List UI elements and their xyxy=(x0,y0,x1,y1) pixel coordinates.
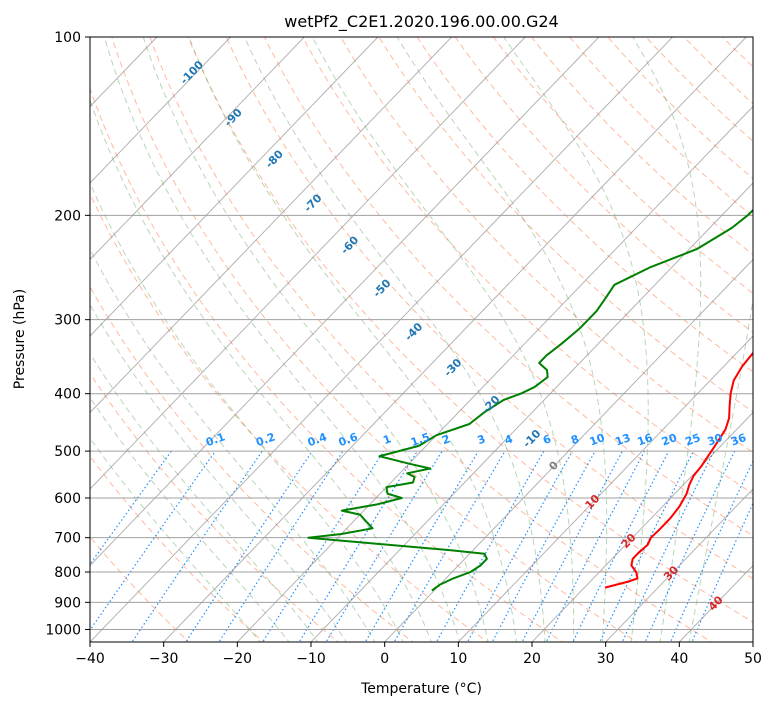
x-tick-label: −40 xyxy=(75,651,105,667)
isotherm-line xyxy=(90,37,600,567)
x-tick-label: −20 xyxy=(223,651,253,667)
mixing-ratio-label: 4 xyxy=(503,432,515,447)
moist-adiabat-line xyxy=(90,182,404,642)
mixing-ratio-label: 10 xyxy=(588,431,607,449)
dry-adiabat-line xyxy=(302,37,753,495)
mixing-ratio-line xyxy=(298,450,418,642)
isotherms xyxy=(90,37,753,642)
profile-series xyxy=(307,208,753,592)
plot-frame xyxy=(89,36,754,643)
mixing-ratio-line xyxy=(545,450,646,642)
dry-adiabat-line xyxy=(111,37,638,642)
mixing-ratio-label: 25 xyxy=(683,431,702,448)
moist-adiabat-line xyxy=(90,98,432,642)
mixing-ratio-label: 1.5 xyxy=(409,430,432,449)
mixing-ratio-line xyxy=(644,450,736,642)
x-tick-label: 20 xyxy=(523,651,541,667)
mixing-ratio-label: 0.1 xyxy=(204,430,227,449)
moist-adiabat-line xyxy=(90,248,376,642)
pressure-gridlines xyxy=(90,37,753,630)
chart-title: wetPf2_C2E1.2020.196.00.00.G24 xyxy=(284,12,558,32)
dry-adiabat-line xyxy=(149,37,713,642)
isotherm-line xyxy=(605,488,753,642)
isotherm-line xyxy=(384,258,753,642)
mixing-ratio-line xyxy=(393,450,506,642)
mixing-ratio-line xyxy=(521,450,623,642)
isotherm-line xyxy=(163,37,747,642)
mixing-ratio-labels: 0.1 0.2 0.4 0.6 1 1.5 2 3 4 6 8 10 13 16 20 25 30 36 xyxy=(204,430,748,449)
isotherm-line xyxy=(310,182,753,642)
mixing-ratio-line xyxy=(185,450,313,642)
mixing-ratio-label: 8 xyxy=(569,432,581,447)
mixing-ratio-label: 3 xyxy=(476,432,488,447)
y-tick-label: 200 xyxy=(54,208,81,224)
temperature-profile-line xyxy=(604,351,753,589)
mixing-ratio-label: 1 xyxy=(381,432,393,447)
plot-area: -100-90-80-70-60-50-40-30-20-10010203040… xyxy=(90,37,753,642)
y-tick-label: 300 xyxy=(54,313,81,329)
mixing-ratio-label: 20 xyxy=(660,431,679,449)
y-tick-label: 900 xyxy=(54,595,81,611)
isotherm-line xyxy=(531,411,753,642)
x-tick-label: 10 xyxy=(449,651,467,667)
y-tick-label: 600 xyxy=(54,491,81,507)
mixing-ratio-line xyxy=(218,450,344,642)
dry-adiabat-line xyxy=(454,37,753,333)
mixing-ratio-label: 0.6 xyxy=(337,430,360,449)
mixing-ratio-label: 6 xyxy=(541,432,553,447)
dry-adiabat-line xyxy=(263,37,753,537)
isotherm-line xyxy=(90,37,305,261)
mixing-ratio-label: 30 xyxy=(706,431,725,449)
mixing-ratio-line xyxy=(325,450,443,642)
mixing-ratio-label: 0.4 xyxy=(306,430,329,449)
isotherm-line xyxy=(90,37,452,414)
dewpoint-profile-line xyxy=(307,208,753,592)
isotherm-line xyxy=(90,37,379,337)
isotherm-line xyxy=(236,105,753,642)
y-tick-label: 400 xyxy=(54,387,81,403)
mixing-ratio-line xyxy=(90,450,216,632)
isotherm-line xyxy=(90,37,231,184)
y-tick-label: 800 xyxy=(54,565,81,581)
x-tick-label: −30 xyxy=(149,651,179,667)
mixing-ratio-label: 36 xyxy=(729,431,748,449)
mixing-ratio-label: 0.2 xyxy=(254,430,277,449)
isotherm-line xyxy=(90,37,526,490)
x-tick-label: 50 xyxy=(744,651,762,667)
mixing-ratio-label: 2 xyxy=(440,432,452,447)
isotherm-line xyxy=(457,335,753,642)
y-axis-ticks: 1000 900 800 700 600 500 400 300 200 100 xyxy=(45,30,90,638)
mixing-ratio-label: 13 xyxy=(613,431,632,448)
x-tick-label: −10 xyxy=(296,651,326,667)
x-axis-ticks: −40 −30 −20 −10 0 10 20 30 40 50 xyxy=(75,642,762,667)
isotherm-line xyxy=(90,37,673,642)
mixing-ratio-line xyxy=(621,450,715,642)
dry-adiabat-line xyxy=(225,37,753,580)
y-tick-label: 700 xyxy=(54,531,81,547)
x-tick-label: 0 xyxy=(380,651,389,667)
y-tick-label: 500 xyxy=(54,444,81,460)
dry-adiabat-line xyxy=(90,285,414,642)
x-tick-label: 40 xyxy=(670,651,688,667)
y-tick-label: 1000 xyxy=(45,622,81,638)
x-tick-label: 30 xyxy=(597,651,615,667)
y-tick-label: 100 xyxy=(54,30,81,46)
x-axis-title: Temperature (°C) xyxy=(360,681,482,697)
mixing-ratio-label: 16 xyxy=(636,431,655,449)
y-axis-title: Pressure (hPa) xyxy=(12,289,28,389)
